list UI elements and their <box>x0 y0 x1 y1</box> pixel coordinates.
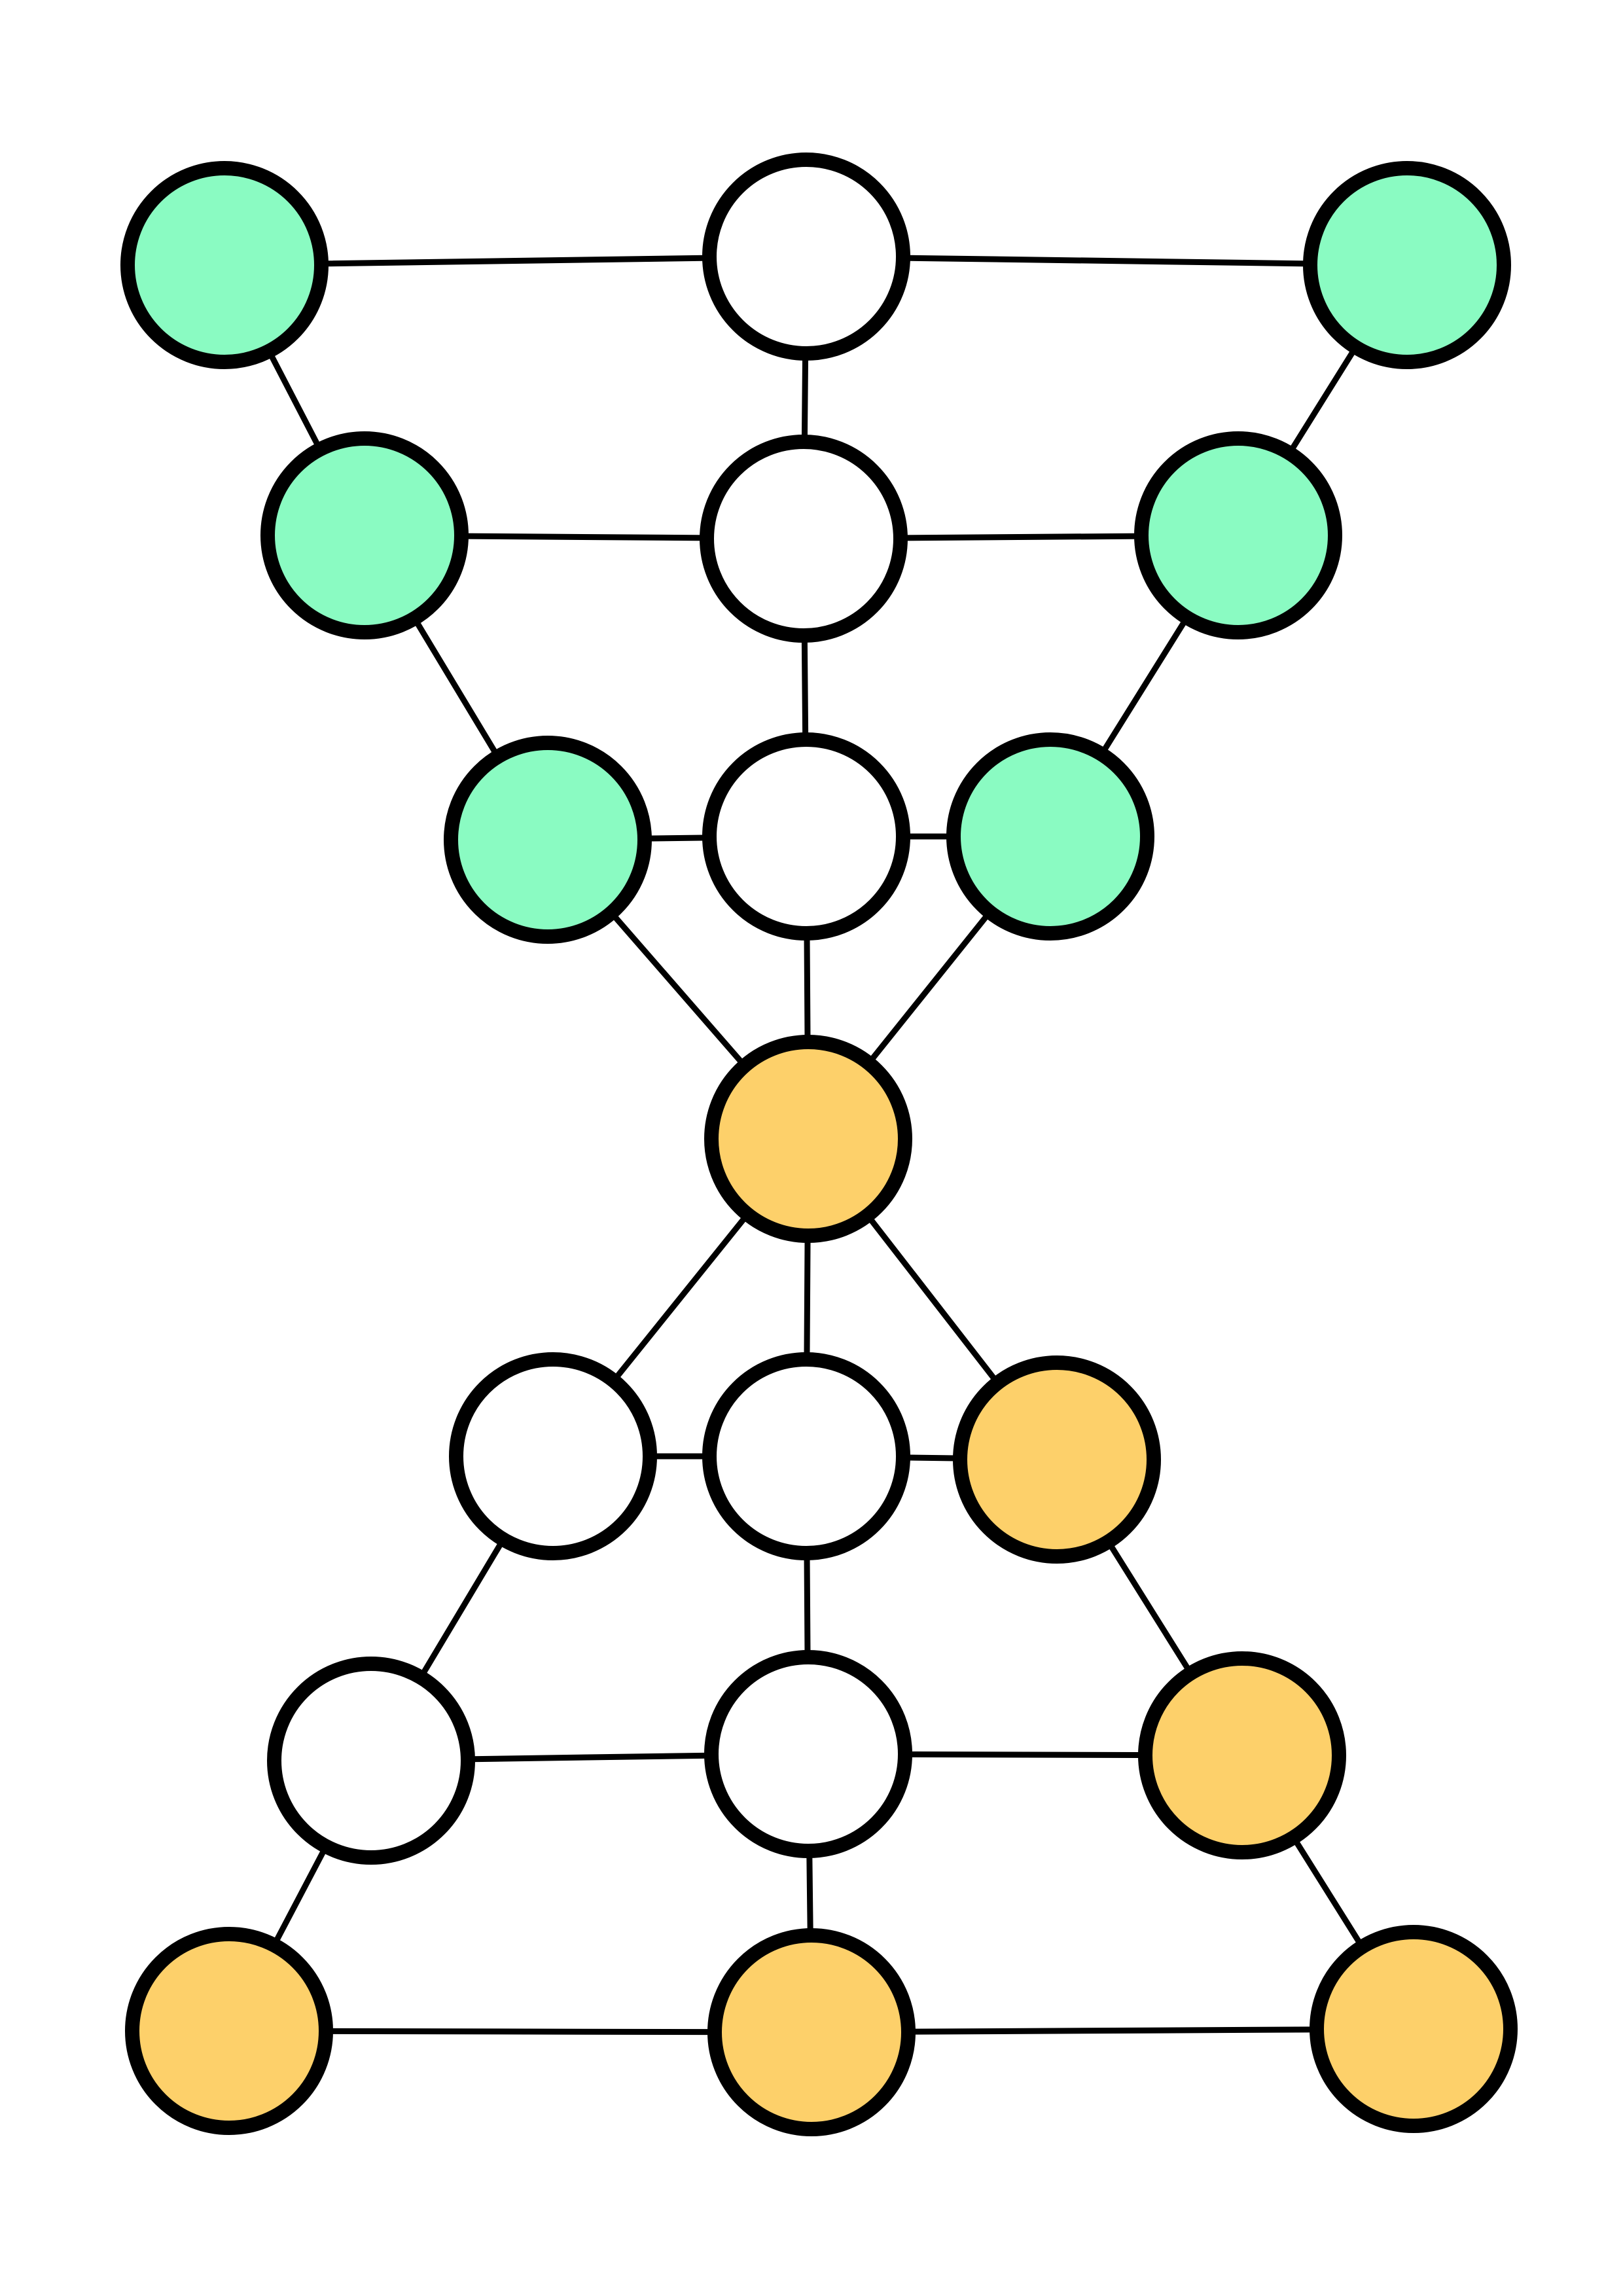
nodes-layer <box>120 152 1518 2136</box>
empty-node-n2[interactable] <box>702 152 910 361</box>
yellow-piece-n18[interactable] <box>707 1928 916 2136</box>
empty-node-n5[interactable] <box>700 435 908 643</box>
empty-node-n12[interactable] <box>702 1352 910 1560</box>
yellow-piece-n13[interactable] <box>953 1355 1161 1564</box>
empty-node-n14[interactable] <box>267 1657 475 1865</box>
yellow-piece-n10[interactable] <box>704 1035 912 1243</box>
yellow-piece-n19[interactable] <box>1310 1925 1518 2133</box>
empty-node-n8[interactable] <box>702 732 910 941</box>
green-piece-n1[interactable] <box>120 161 329 369</box>
green-piece-n6[interactable] <box>1134 431 1342 639</box>
green-piece-n4[interactable] <box>260 431 469 639</box>
yellow-piece-n17[interactable] <box>125 1927 333 2135</box>
green-piece-n7[interactable] <box>444 736 652 944</box>
empty-node-n15[interactable] <box>704 1650 912 1858</box>
yellow-piece-n16[interactable] <box>1138 1651 1346 1859</box>
green-piece-n3[interactable] <box>1303 161 1511 369</box>
green-piece-n9[interactable] <box>946 732 1154 941</box>
empty-node-n11[interactable] <box>449 1352 657 1560</box>
